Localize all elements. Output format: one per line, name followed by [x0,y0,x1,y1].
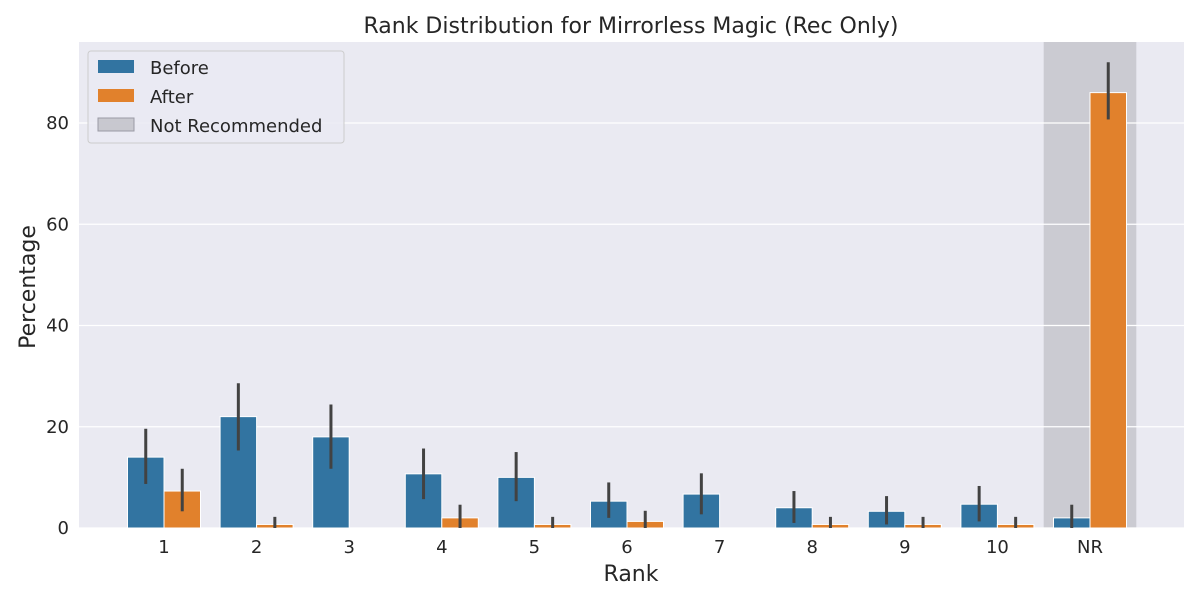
chart-title: Rank Distribution for Mirrorless Magic (… [363,14,898,39]
legend-swatch-before [98,60,134,73]
x-tick-label: NR [1077,537,1103,558]
y-axis-title: Percentage [16,225,41,349]
x-tick-label: 5 [529,537,540,558]
legend: Before After Not Recommended [87,50,345,144]
x-tick-label: 2 [251,537,262,558]
y-tick-label: 80 [46,113,69,134]
y-tick-label: 20 [46,417,69,438]
x-tick-label: 10 [986,537,1009,558]
legend-swatch-after [98,89,134,102]
x-tick-label: 4 [436,537,447,558]
x-tick-label: 3 [343,537,354,558]
legend-label-before: Before [150,58,209,79]
legend-frame [87,50,345,144]
legend-label-not-recommended: Not Recommended [150,116,322,137]
x-tick-label: 7 [714,537,725,558]
x-tick-labels: 1 2 3 4 5 6 7 8 9 10 NR [158,537,1103,558]
error-bars-layer [144,62,1110,528]
y-tick-label: 60 [46,214,69,235]
y-tick-label: 40 [46,316,69,337]
x-tick-label: 6 [621,537,632,558]
bar-after-nr [1089,92,1127,529]
legend-swatch-not-recommended [97,117,135,132]
y-tick-labels: 0 20 40 60 80 [46,113,69,539]
y-tick-label: 0 [58,518,69,539]
x-tick-label: 8 [806,537,817,558]
x-tick-label: 9 [899,537,910,558]
legend-label-after: After [150,87,194,108]
x-axis-title: Rank [604,562,659,587]
x-tick-label: 1 [158,537,169,558]
